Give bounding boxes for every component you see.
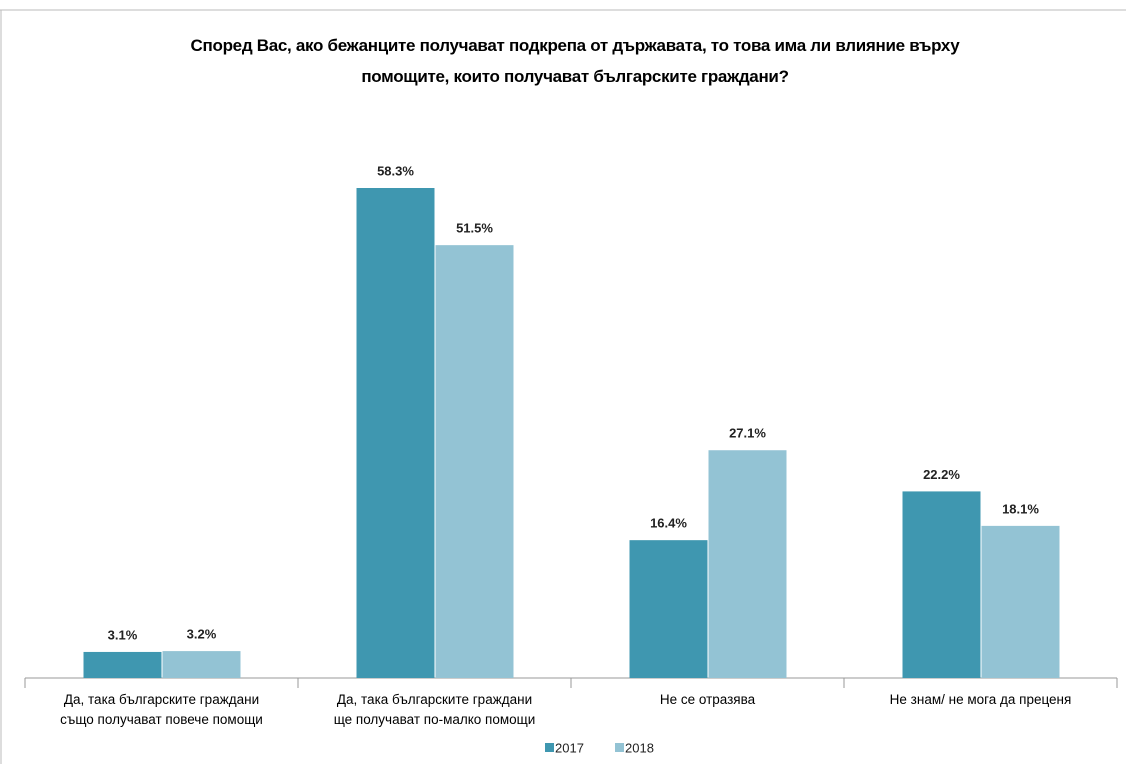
bar — [83, 651, 162, 678]
legend-swatch — [615, 743, 624, 752]
bar — [902, 491, 981, 678]
legend-label: 2017 — [555, 740, 584, 755]
chart-title: Според Вас, ако бежанците получават подк… — [190, 36, 960, 86]
bar — [629, 540, 708, 678]
bar — [435, 245, 514, 679]
bar — [356, 188, 435, 678]
x-tick-label: Да, така българските граждани ще получав… — [333, 692, 536, 727]
x-tick-label: Не знам/ не мога да преценя — [889, 692, 1072, 707]
data-label: 22.2% — [923, 467, 960, 482]
data-label: 27.1% — [729, 426, 766, 441]
data-label: 51.5% — [456, 221, 493, 236]
x-tick-label: Да, така българските граждани също получ… — [60, 692, 263, 727]
x-tick-label: Не се отразява — [659, 692, 756, 707]
legend-label: 2018 — [625, 740, 654, 755]
bar — [708, 450, 787, 678]
data-label: 3.2% — [187, 627, 217, 642]
data-label: 3.1% — [108, 627, 138, 642]
bar — [981, 525, 1060, 678]
data-label: 16.4% — [650, 516, 687, 531]
bar — [162, 651, 241, 678]
data-label: 18.1% — [1002, 501, 1039, 516]
data-label: 58.3% — [377, 163, 414, 178]
legend-swatch — [545, 743, 554, 752]
